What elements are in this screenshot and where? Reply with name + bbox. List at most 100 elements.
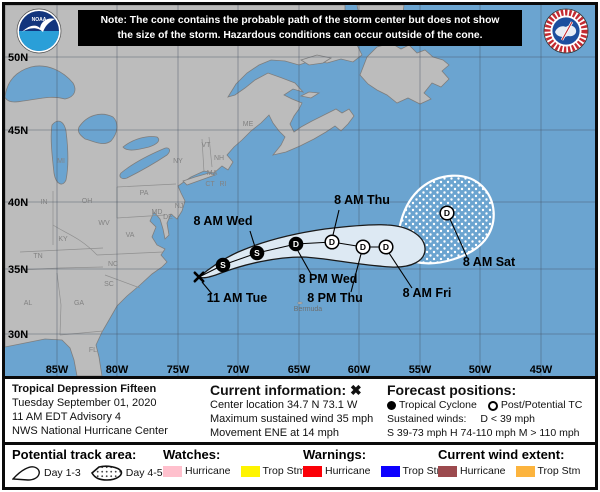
nws-logo bbox=[543, 8, 589, 54]
forecast-point-letter: S bbox=[254, 248, 260, 258]
mainland bbox=[5, 5, 363, 376]
tropstm-extent-swatch bbox=[515, 465, 535, 477]
state-label: IN bbox=[41, 199, 48, 206]
forecast-positions-header: Forecast positions: bbox=[387, 382, 517, 398]
state-label: FL bbox=[89, 347, 97, 354]
forecast-point-post bbox=[324, 234, 340, 250]
forecast-point-tc bbox=[215, 257, 231, 273]
track-area-header: Potential track area: bbox=[12, 447, 137, 462]
lon-tick-label: 75W bbox=[167, 364, 190, 376]
lon-tick-label: 55W bbox=[409, 364, 432, 376]
time-label: 11 AM Tue bbox=[207, 291, 267, 305]
lon-tick-label: 80W bbox=[106, 364, 129, 376]
state-label: NY bbox=[173, 158, 183, 165]
lon-tick-label: 85W bbox=[46, 364, 69, 376]
forecast-positions-panel: Forecast positions: Tropical Cyclone Pos… bbox=[387, 382, 592, 440]
wind-extent-legend: Current wind extent: Hurricane Trop Stm bbox=[438, 447, 590, 477]
current-info-panel: Current information: ✖ Center location 3… bbox=[210, 382, 384, 440]
state-label: TN bbox=[33, 253, 42, 260]
state-label: KY bbox=[58, 236, 68, 243]
state-label: GA bbox=[74, 300, 84, 307]
sustained-winds-label: Sustained winds: bbox=[387, 413, 467, 425]
axis-labels: 85W 80W 75W 70W 65W 60W 55W 50W 45W 50N 45N 40N 35N 3… bbox=[8, 52, 553, 376]
max-wind: Maximum sustained wind 35 mph bbox=[210, 413, 374, 425]
time-label: 8 PM Wed bbox=[299, 272, 358, 286]
forecast-point-letter: D bbox=[444, 208, 450, 218]
day45-label: Day 4-5 bbox=[125, 467, 163, 479]
lake-erie bbox=[119, 147, 170, 180]
bermuda-label: Bermuda bbox=[294, 306, 323, 313]
tropstm-warning-label: Trop Stm bbox=[402, 465, 446, 477]
day13-label: Day 1-3 bbox=[44, 467, 81, 479]
time-label-leader bbox=[249, 230, 256, 248]
bermuda-island bbox=[297, 301, 303, 305]
tropstm-watch-swatch bbox=[240, 465, 260, 477]
forecast-cone-map: MI NY PA OH IN WV VA KY TN NC SC AL GA FL ME VT NH MA CT RI… bbox=[5, 5, 595, 376]
long-island bbox=[182, 172, 217, 186]
anticosti-island bbox=[300, 54, 333, 66]
hurricane-extent-swatch bbox=[438, 465, 457, 477]
hurricane-watch-label: Hurricane bbox=[185, 465, 231, 477]
noaa-logo: NOAA bbox=[16, 8, 62, 54]
forecast-point-tc bbox=[288, 236, 304, 252]
forecast-point-letter: D bbox=[360, 242, 366, 252]
tropstm-watch-label: Trop Stm bbox=[262, 465, 306, 477]
time-label-leader bbox=[449, 218, 468, 258]
forecast-point-post bbox=[378, 239, 394, 255]
state-label: AL bbox=[24, 300, 33, 307]
time-label: 8 AM Fri bbox=[403, 286, 452, 300]
lat-tick-label: 35N bbox=[8, 264, 28, 276]
state-label: MI bbox=[57, 158, 65, 165]
movement: Movement ENE at 14 mph bbox=[210, 427, 340, 439]
wind-cat-d: D < 39 mph bbox=[480, 413, 535, 425]
time-label-leader bbox=[350, 253, 362, 293]
state-label: VA bbox=[126, 232, 135, 239]
warnings-legend: Warnings: Hurricane Trop Stm bbox=[303, 447, 455, 477]
tropstm-extent-label: Trop Stm bbox=[537, 465, 581, 477]
filled-circle-icon bbox=[387, 401, 396, 410]
note-banner: Note: The cone contains the probable pat… bbox=[78, 10, 522, 46]
post-tc-label: Post/Potential TC bbox=[500, 399, 583, 411]
lake-huron bbox=[77, 113, 118, 144]
wind-cat-shm: S 39-73 mph H 74-110 mph M > 110 mph bbox=[387, 427, 580, 439]
note-line1: Note: The cone contains the probable pat… bbox=[100, 15, 500, 26]
center-location: Center location 34.7 N 73.1 W bbox=[210, 399, 358, 411]
state-label: OH bbox=[82, 198, 93, 205]
forecast-point-post bbox=[355, 239, 371, 255]
time-label: 8 AM Thu bbox=[334, 193, 390, 207]
warnings-header: Warnings: bbox=[303, 447, 367, 462]
day13-forecast-cone bbox=[197, 224, 426, 279]
time-label: 8 AM Sat bbox=[463, 255, 516, 269]
state-label: PA bbox=[140, 190, 149, 197]
state-label: DE bbox=[163, 214, 173, 221]
hurricane-extent-label: Hurricane bbox=[460, 465, 506, 477]
day13-cone-icon bbox=[12, 466, 40, 481]
time-label-leader bbox=[332, 209, 340, 236]
track-layer: Bermuda 11 AM Tue 8 AM Wed 8 PM Wed 8 AM Thu… bbox=[193, 193, 516, 313]
tc-label: Tropical Cyclone bbox=[399, 399, 477, 411]
potential-track-area-legend: Potential track area: Day 1-3 Day 4-5 bbox=[12, 447, 173, 481]
forecast-point-tc bbox=[249, 245, 265, 261]
lat-tick-label: 40N bbox=[8, 197, 28, 209]
watches-legend: Watches: Hurricane Trop Stm bbox=[163, 447, 315, 477]
wind-extent-header: Current wind extent: bbox=[438, 447, 565, 462]
time-label: 8 PM Thu bbox=[307, 291, 363, 305]
hurricane-watch-swatch bbox=[163, 465, 182, 477]
lake-ontario bbox=[122, 136, 160, 151]
forecast-point-letter: D bbox=[329, 237, 335, 247]
hurricane-warning-swatch bbox=[303, 465, 322, 477]
lat-tick-label: 30N bbox=[8, 329, 28, 341]
legend-bar: Potential track area: Day 1-3 Day 4-5 Wa… bbox=[5, 442, 595, 487]
lat-tick-label: 50N bbox=[8, 52, 28, 64]
state-label: NH bbox=[214, 155, 224, 162]
lon-tick-label: 50W bbox=[469, 364, 492, 376]
current-info-header: Current information: ✖ bbox=[210, 382, 362, 398]
lon-tick-label: 45W bbox=[530, 364, 553, 376]
state-label: VT bbox=[202, 142, 212, 149]
lon-tick-label: 65W bbox=[288, 364, 311, 376]
time-label: 8 AM Wed bbox=[193, 214, 252, 228]
prince-edward-island bbox=[299, 91, 321, 99]
